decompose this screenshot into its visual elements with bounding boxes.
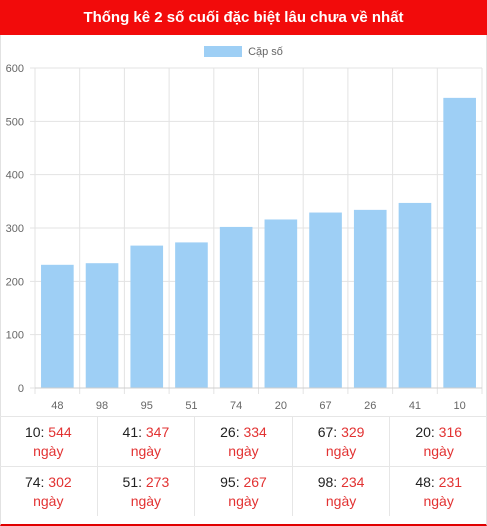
stat-cell: 10: 544 ngày — [24, 424, 72, 459]
y-tick-label: 500 — [6, 116, 24, 128]
stat-unit: ngày — [33, 493, 64, 509]
stat-cell: 67: 329 ngày — [291, 417, 390, 466]
x-tick-label: 41 — [409, 400, 421, 412]
stat-pair: 10 — [24, 424, 41, 440]
bar — [219, 226, 253, 388]
stats-row: 74: 302 ngày 51: 273 ngày 95: 267 ngày 98: … — [0, 466, 487, 516]
bar — [398, 202, 432, 388]
stat-unit: ngày — [130, 443, 162, 459]
stats-row: 10: 544 ngày 41: 347 ngày 26: 334 ngày 67: … — [0, 416, 487, 466]
bar — [353, 209, 387, 388]
stat-pair: 26 — [220, 424, 236, 440]
bar — [309, 212, 342, 388]
stat-pair: 95 — [220, 474, 236, 490]
stat-pair: 98 — [317, 474, 334, 490]
stat-unit: ngày — [423, 493, 454, 509]
stat-days: 273 — [145, 474, 170, 490]
stat-unit: ngày — [33, 443, 64, 459]
bar — [85, 263, 119, 388]
bar — [130, 245, 164, 388]
stat-days: 544 — [48, 424, 72, 440]
stat-pair: 51 — [122, 474, 139, 490]
stat-cell: 20: 316 ngày — [389, 417, 487, 466]
stat-days: 316 — [438, 424, 463, 440]
stat-unit: ngày — [325, 493, 357, 509]
stat-pair: 20 — [415, 424, 431, 440]
y-tick-label: 200 — [6, 276, 24, 288]
bar — [41, 264, 74, 388]
bar — [175, 242, 208, 388]
y-tick-label: 400 — [6, 170, 24, 182]
x-tick-label: 20 — [275, 400, 287, 412]
page-title: Thống kê 2 số cuối đặc biệt lâu chưa về … — [0, 0, 487, 35]
x-tick-label: 26 — [364, 400, 376, 412]
stat-days: 231 — [438, 474, 463, 490]
stat-unit: ngày — [423, 443, 454, 459]
stat-days: 334 — [243, 424, 267, 440]
x-tick-label: 67 — [319, 400, 331, 412]
stat-cell: 74: 302 ngày — [24, 474, 72, 509]
bar — [264, 219, 298, 388]
stat-days: 234 — [341, 474, 365, 490]
y-tick-label: 0 — [18, 383, 24, 395]
stat-pair: 41 — [122, 424, 139, 440]
stat-unit: ngày — [228, 493, 259, 509]
stat-cell: 41: 347 ngày — [96, 417, 195, 466]
legend-label: Cặp số — [248, 46, 283, 58]
stat-cell: 26: 334 ngày — [194, 417, 292, 466]
stat-unit: ngày — [228, 443, 259, 459]
stat-unit: ngày — [130, 493, 162, 509]
x-tick-label: 51 — [185, 400, 197, 412]
stat-days: 347 — [145, 424, 170, 440]
x-tick-label: 98 — [96, 400, 108, 412]
x-tick-label: 10 — [454, 400, 466, 412]
chart-legend[interactable]: Cặp số — [0, 45, 487, 59]
x-tick-label: 74 — [230, 400, 242, 412]
stat-cell: 95: 267 ngày — [194, 467, 292, 516]
stat-cell: 48: 231 ngày — [389, 467, 487, 516]
stat-unit: ngày — [325, 443, 357, 459]
bar-chart: 0 100 200 300 400 500 600 48 98 95 51 74 20 67 26 41 10 — [6, 63, 483, 412]
x-tick-label: 95 — [141, 400, 153, 412]
stat-pair: 74 — [24, 474, 41, 490]
stat-cell: 98: 234 ngày — [291, 467, 390, 516]
stat-days: 302 — [48, 474, 72, 490]
y-tick-label: 100 — [6, 330, 24, 342]
legend-swatch — [204, 46, 243, 57]
stat-days: 329 — [341, 424, 365, 440]
y-tick-label: 300 — [6, 223, 24, 235]
stat-cell: 51: 273 ngày — [96, 467, 195, 516]
stat-pair: 67 — [317, 424, 334, 440]
y-tick-label: 600 — [6, 63, 24, 75]
stat-days: 267 — [243, 474, 267, 490]
x-tick-label: 48 — [51, 400, 63, 412]
bar — [443, 97, 476, 388]
stat-pair: 48 — [415, 474, 431, 490]
stats-table: 10: 544 ngày 41: 347 ngày 26: 334 ngày 67: … — [0, 416, 487, 516]
